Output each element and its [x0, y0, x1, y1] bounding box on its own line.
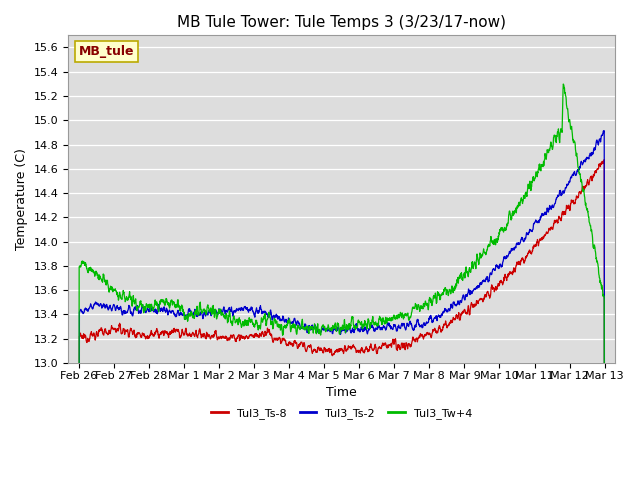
Line: Tul3_Tw+4: Tul3_Tw+4	[79, 84, 605, 480]
Tul3_Ts-2	[600, 128, 607, 134]
Tul3_Tw+4	[569, 136, 577, 142]
Tul3_Ts-2	[368, 324, 376, 329]
Tul3_Tw+4	[554, 129, 562, 134]
Tul3_Tw+4	[494, 233, 502, 239]
Tul3_Ts-2	[221, 312, 229, 317]
Text: MB_tule: MB_tule	[79, 45, 134, 58]
Tul3_Ts-8	[356, 348, 364, 354]
Tul3_Ts-2	[569, 171, 577, 177]
Tul3_Ts-8	[368, 346, 376, 352]
Y-axis label: Temperature (C): Temperature (C)	[15, 148, 28, 250]
Tul3_Ts-8	[554, 216, 562, 222]
Tul3_Tw+4	[559, 81, 567, 87]
Line: Tul3_Ts-8: Tul3_Ts-8	[79, 159, 605, 480]
Line: Tul3_Ts-2: Tul3_Ts-2	[79, 131, 605, 480]
Tul3_Ts-2	[494, 265, 502, 271]
Tul3_Ts-8	[494, 281, 502, 287]
Title: MB Tule Tower: Tule Temps 3 (3/23/17-now): MB Tule Tower: Tule Temps 3 (3/23/17-now…	[177, 15, 506, 30]
Tul3_Tw+4	[356, 322, 364, 327]
Legend: Tul3_Ts-8, Tul3_Ts-2, Tul3_Tw+4: Tul3_Ts-8, Tul3_Ts-2, Tul3_Tw+4	[207, 403, 477, 423]
Tul3_Tw+4	[221, 316, 229, 322]
Tul3_Ts-2	[356, 327, 364, 333]
Tul3_Tw+4	[368, 317, 376, 323]
Tul3_Ts-8	[600, 156, 608, 162]
X-axis label: Time: Time	[326, 386, 357, 399]
Tul3_Ts-2	[554, 193, 562, 199]
Tul3_Ts-8	[221, 336, 229, 341]
Tul3_Ts-8	[569, 199, 577, 205]
